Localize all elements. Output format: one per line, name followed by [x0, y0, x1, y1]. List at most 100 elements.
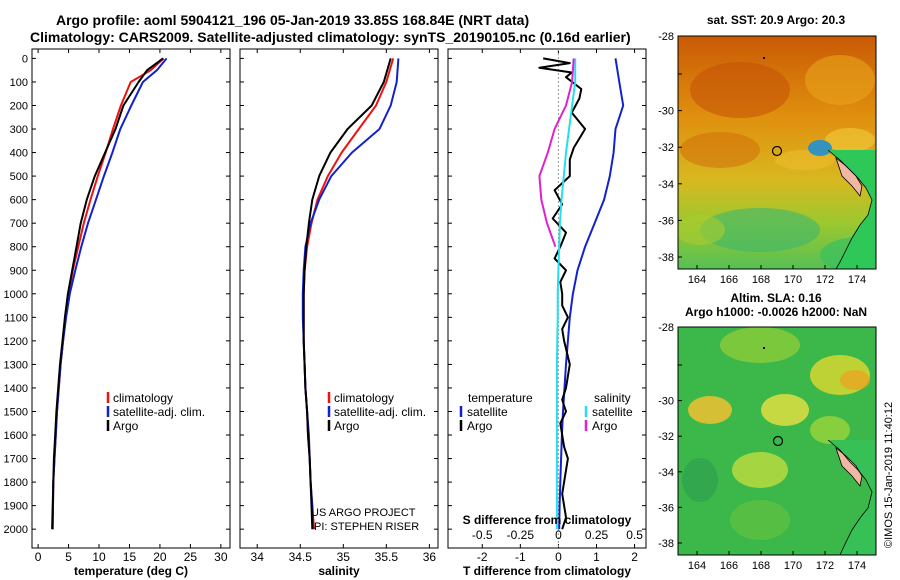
map-lon-label: 174: [848, 560, 866, 572]
x-tick-label: 0: [555, 550, 562, 564]
depth-tick-label: 1200: [4, 336, 28, 348]
sla-grid-point: [763, 347, 765, 349]
x-tick-label: -1: [515, 550, 526, 564]
x-tick-label: 20: [153, 550, 167, 564]
sla-map-subtitle: Argo h1000: -0.0026 h2000: NaN: [685, 305, 867, 319]
sst-map-frame: [677, 35, 877, 270]
sst-argo-marker: [771, 145, 783, 157]
legend-label-climatology: climatology: [113, 391, 173, 405]
map-lon-label: 164: [688, 560, 706, 572]
x-axis-label-salinity: salinity: [318, 564, 360, 578]
depth-tick-label: 1700: [4, 454, 28, 466]
depth-tick-label: 800: [10, 242, 28, 254]
legend-label-t-argo: Argo: [467, 419, 493, 433]
map-lat-label: -38: [658, 252, 674, 264]
map-lon-label: 168: [752, 274, 770, 286]
sla-map-axes: -28 -30 -32 -34 -36 -38 164 166 168 170 172 174: [658, 322, 866, 572]
s-difference-axis: -0.5 -0.25 0 0.25 0.5: [472, 528, 643, 542]
map-lat-label: -28: [658, 31, 674, 43]
x-tick-label: 30: [214, 550, 228, 564]
x-axis-label-difference: T difference from climatology: [463, 564, 631, 578]
x-tick-label: 5: [65, 550, 72, 564]
series-line-salinity-argo: [538, 58, 575, 248]
map-lat-label: -30: [658, 396, 674, 408]
series-line-salinity-satellite: [555, 58, 577, 530]
map-lon-label: 164: [688, 274, 706, 286]
depth-tick-label: 1800: [4, 477, 28, 489]
map-lat-label: -30: [658, 106, 674, 118]
x-tick-label: 36: [423, 550, 437, 564]
salinity-legend: climatology satellite-adj. clim. Argo: [327, 391, 426, 433]
legend-label-argo: Argo: [113, 419, 139, 433]
difference-legend: temperature satellite Argo salinity sate…: [459, 391, 633, 433]
depth-tick-label: 1500: [4, 406, 28, 418]
x-tick-label: 15: [123, 550, 137, 564]
depth-tick-label: 600: [10, 195, 28, 207]
x-tick-label: 34: [251, 550, 265, 564]
series-line-temperature-satellite: [558, 58, 625, 530]
depth-axis: 0 100 200 300 400 500 600 700 800 900 1000 1100 1200…: [4, 53, 28, 536]
legend-label-argo-s: Argo: [334, 419, 360, 433]
depth-tick-label: 500: [10, 171, 28, 183]
depth-tick-label: 1400: [4, 383, 28, 395]
map-lat-label: -38: [658, 538, 674, 550]
series-line-argo: [51, 57, 164, 530]
depth-tick-label: 1100: [4, 312, 28, 324]
series-line-satellite-adj-clim-: [301, 58, 400, 530]
map-lat-label: -36: [658, 502, 674, 514]
x-tick-label: -2: [477, 550, 488, 564]
s-tick-label: -0.25: [507, 528, 535, 542]
series-layer: [51, 57, 625, 530]
map-lon-label: 166: [720, 274, 738, 286]
header-subtitle: Climatology: CARS2009. Satellite-adjuste…: [30, 29, 631, 45]
legend-heading-temperature: temperature: [468, 391, 533, 405]
map-lon-label: 166: [720, 560, 738, 572]
x-tick-label: 25: [184, 550, 198, 564]
depth-tick-label: 1000: [4, 289, 28, 301]
map-lat-label: -32: [658, 431, 674, 443]
depth-tick-label: 300: [10, 124, 28, 136]
legend-label-t-satellite: satellite: [467, 405, 508, 419]
depth-tick-label: 400: [10, 148, 28, 160]
difference-panel: [447, 48, 647, 549]
salinity-panel: [239, 48, 439, 549]
s-difference-axis-label: S difference from climatology: [463, 513, 632, 527]
x-tick-label: 10: [92, 550, 106, 564]
sla-map: [678, 327, 876, 555]
sst-map-axes: -28 -30 -32 -34 -36 -38 164 166 168 170 172 174: [658, 31, 866, 286]
s-tick-label: 0: [555, 528, 562, 542]
credit-pi: PI: STEPHEN RISER: [314, 521, 419, 533]
depth-tick-label: 2000: [4, 524, 28, 536]
s-tick-label: -0.5: [472, 528, 493, 542]
x-tick-label: 35.5: [375, 550, 399, 564]
s-tick-label: 0.5: [626, 528, 643, 542]
map-lon-label: 170: [784, 560, 802, 572]
map-lat-label: -36: [658, 215, 674, 227]
legend-label-s-satellite: satellite: [592, 405, 633, 419]
series-line-argo: [302, 58, 392, 530]
map-lon-label: 174: [848, 274, 866, 286]
temperature-panel: [31, 48, 231, 549]
temperature-legend: climatology satellite-adj. clim. Argo: [106, 391, 205, 433]
legend-label-satellite: satellite-adj. clim.: [113, 405, 205, 419]
map-lat-label: -34: [658, 467, 674, 479]
x-tick-label: 2: [631, 550, 638, 564]
sst-map: [678, 36, 876, 269]
series-line-temperature-argo: [538, 57, 587, 530]
depth-tick-label: 700: [10, 218, 28, 230]
x-tick-label: 34.5: [289, 550, 313, 564]
s-tick-label: 0.25: [585, 528, 609, 542]
sla-argo-marker: [772, 435, 784, 447]
legend-label-climatology-s: climatology: [334, 391, 394, 405]
legend-label-s-argo: Argo: [592, 419, 618, 433]
x-tick-label: 0: [35, 550, 42, 564]
sla-map-title: Altim. SLA: 0.16: [730, 291, 822, 305]
map-lon-label: 170: [784, 274, 802, 286]
x-tick-label: 1: [593, 550, 600, 564]
depth-tick-label: 1900: [4, 501, 28, 513]
x-tick-label: 35: [337, 550, 351, 564]
legend-label-satellite-s: satellite-adj. clim.: [334, 405, 426, 419]
map-lon-label: 172: [816, 560, 834, 572]
depth-tick-label: 900: [10, 265, 28, 277]
